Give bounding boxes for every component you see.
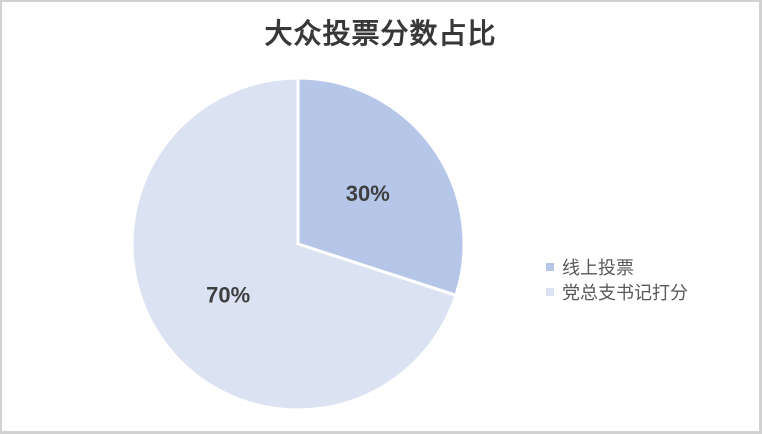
legend-marker-secretary-score-icon (546, 287, 554, 296)
chart-title: 大众投票分数占比 (264, 17, 497, 50)
pie-data-label-1: 30% (346, 181, 390, 206)
legend-item-secretary-score: 党总支书记打分 (546, 279, 688, 304)
legend-label-online-voting: 线上投票 (562, 257, 634, 279)
legend-marker-online-voting-icon (546, 262, 554, 271)
pie-data-label-2: 70% (206, 282, 250, 307)
pie-slice-1 (296, 76, 466, 297)
legend: 线上投票 党总支书记打分 (546, 254, 688, 304)
legend-item-online-voting: 线上投票 (546, 254, 688, 279)
legend-label-secretary-score: 党总支书记打分 (562, 282, 688, 304)
pie-slice-2 (130, 76, 458, 412)
